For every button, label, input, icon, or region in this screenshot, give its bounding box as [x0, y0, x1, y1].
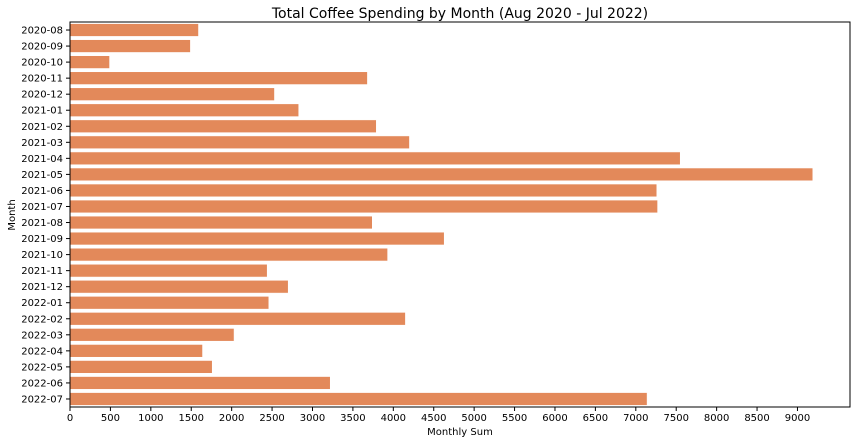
x-tick-label: 6500 — [583, 413, 608, 424]
y-tick-label: 2022-04 — [21, 346, 63, 357]
y-tick-label: 2022-05 — [21, 362, 63, 373]
y-tick-label: 2021-01 — [21, 106, 63, 117]
y-tick-label: 2020-11 — [21, 74, 63, 85]
bar-2022-07 — [69, 392, 648, 406]
x-tick-label: 1000 — [138, 413, 163, 424]
bar-2020-09 — [69, 39, 191, 53]
bar-2021-05 — [69, 167, 814, 182]
y-axis-label: Month — [7, 199, 18, 230]
x-tick-label: 9000 — [785, 413, 810, 424]
x-tick-label: 7500 — [663, 413, 688, 424]
y-tick-label: 2022-06 — [21, 378, 63, 389]
y-tick-label: 2022-01 — [21, 298, 63, 309]
y-tick-label: 2021-09 — [21, 234, 63, 245]
x-tick-label: 5000 — [461, 413, 486, 424]
bar-2021-03 — [69, 135, 410, 150]
x-tick-label: 500 — [101, 413, 120, 424]
x-tick-label: 8500 — [744, 413, 769, 424]
y-tick-label: 2021-04 — [21, 154, 63, 165]
bar-2022-05 — [69, 360, 213, 374]
y-tick-label: 2021-10 — [21, 250, 63, 261]
y-tick-label: 2021-11 — [21, 266, 63, 277]
bar-2022-03 — [69, 328, 235, 342]
y-tick-label: 2021-08 — [21, 218, 63, 229]
bar-2022-04 — [69, 344, 203, 358]
bar-2020-12 — [69, 87, 275, 101]
y-tick-label: 2022-03 — [21, 330, 63, 341]
bar-2020-10 — [69, 55, 110, 69]
x-tick-label: 4500 — [421, 413, 446, 424]
x-tick-label: 3000 — [300, 413, 325, 424]
x-tick-label: 0 — [67, 413, 73, 424]
bar-2022-02 — [69, 312, 406, 326]
y-tick-label: 2021-06 — [21, 186, 63, 197]
y-tick-label: 2020-12 — [21, 90, 63, 101]
plot-area-frame — [69, 21, 851, 408]
bar-2021-10 — [69, 247, 388, 262]
y-tick-label: 2020-10 — [21, 58, 63, 69]
y-tick-label: 2022-07 — [21, 394, 63, 405]
bar-2020-08 — [69, 23, 199, 37]
bar-2021-07 — [69, 199, 658, 214]
bar-2021-08 — [69, 215, 373, 230]
y-tick-label: 2021-02 — [21, 122, 63, 133]
bar-2021-06 — [69, 183, 658, 198]
y-tick-label: 2020-09 — [21, 42, 63, 53]
x-axis-label: Monthly Sum — [427, 427, 493, 438]
x-tick-label: 6000 — [542, 413, 567, 424]
y-tick-label: 2020-08 — [21, 26, 63, 37]
y-tick-label: 2021-03 — [21, 138, 63, 149]
x-tick-label: 8000 — [704, 413, 729, 424]
bar-2021-11 — [69, 263, 268, 278]
x-tick-label: 7000 — [623, 413, 648, 424]
x-tick-label: 5500 — [502, 413, 527, 424]
bar-2022-01 — [69, 296, 270, 310]
y-tick-label: 2021-07 — [21, 202, 63, 213]
y-tick-label: 2022-02 — [21, 314, 63, 325]
bar-2021-01 — [69, 103, 300, 117]
bar-2021-12 — [69, 279, 289, 294]
bar-2021-02 — [69, 119, 377, 133]
bar-2020-11 — [69, 71, 368, 85]
bar-2021-04 — [69, 151, 681, 166]
x-tick-label: 1500 — [179, 413, 204, 424]
x-tick-label: 2500 — [259, 413, 284, 424]
bar-2022-06 — [69, 376, 331, 390]
chart-title: Total Coffee Spending by Month (Aug 2020… — [271, 6, 648, 22]
bar-2021-09 — [69, 231, 445, 246]
x-tick-label: 3500 — [340, 413, 365, 424]
x-tick-label: 2000 — [219, 413, 244, 424]
y-tick-label: 2021-05 — [21, 170, 63, 181]
y-tick-label: 2021-12 — [21, 282, 63, 293]
x-tick-label: 4000 — [381, 413, 406, 424]
